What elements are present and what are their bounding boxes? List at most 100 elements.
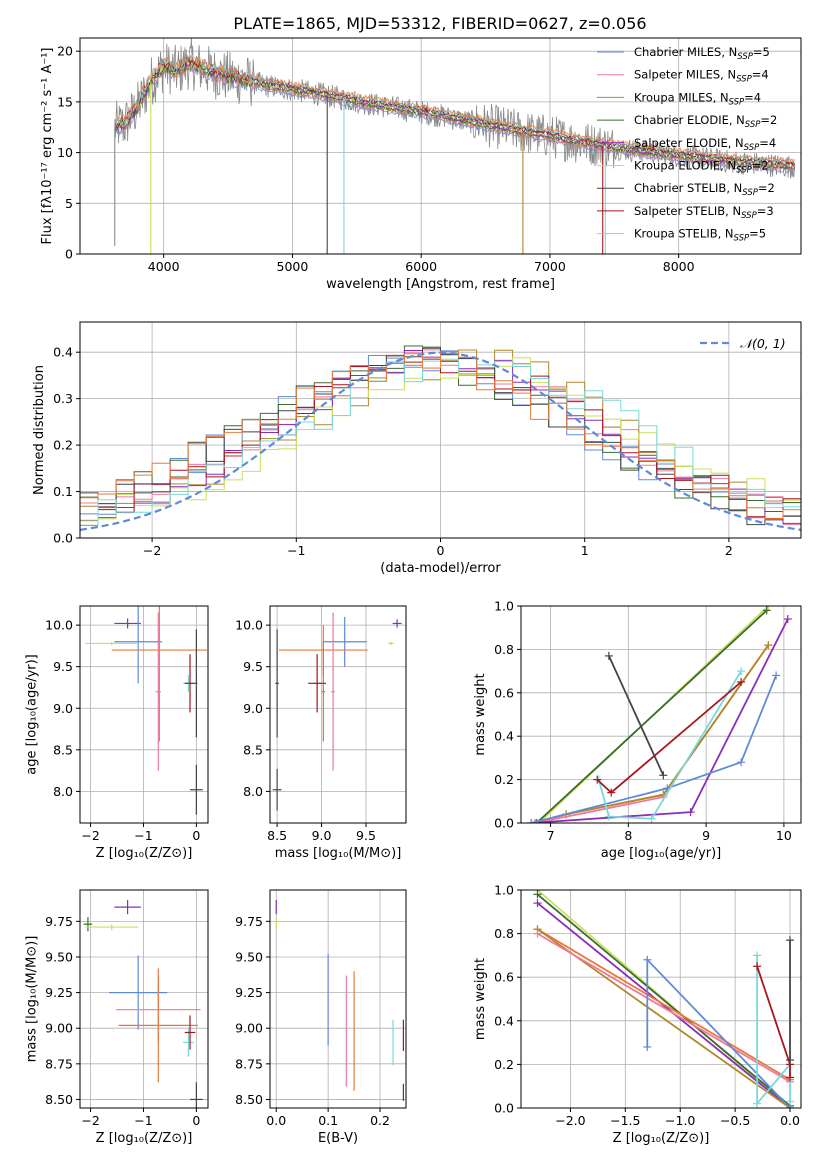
legend-subscript: SSP [729,97,745,107]
y-tick-label: 10 [57,145,73,160]
legend-subscript: SSP [742,188,758,198]
legend-subscript: SSP [745,120,761,130]
panel-age-vs-mass: 8.5 9.0 9.5 8.0 8.5 9.0 9.5 10.0 mass [log₁₀(M/M… [235,605,407,861]
errorbar-point [195,629,198,738]
plot-area [533,890,795,1108]
panel-spectrum: 4000 5000 6000 7000 8000 0 5 10 15 20 wavelength [… [40,37,802,292]
legend-text: Salpeter MILES, N [634,68,736,82]
legend-value: =5 [749,227,766,241]
plus-marker [607,788,616,797]
y-axis-label: mass weight [473,673,488,755]
legend-text: Kroupa MILES, N [634,90,729,104]
weight-line-chabrier_elodie [536,893,791,1107]
plus-marker [772,671,781,680]
y-tick-label: 8.75 [235,1056,263,1071]
x-tick-label: 7000 [534,259,566,274]
errorbar-point [322,616,367,667]
plus-marker [533,899,542,908]
x-tick-label: −1 [134,828,152,843]
x-tick-label: 9 [702,828,710,843]
x-tick-label: −2.0 [555,1113,585,1128]
y-tick-label: 9.25 [235,985,263,1000]
x-tick-label: 7 [547,828,555,843]
x-tick-label: 0.1 [318,1113,338,1128]
errorbar-point [114,618,141,629]
legend-label: Salpeter ELODIE, NSSP=4 [634,136,776,153]
y-tick-label: 9.75 [235,914,263,929]
y-tick-label: 9.0 [53,701,73,716]
x-tick-label: 1 [581,543,589,558]
grid [270,606,406,823]
y-tick-label: 9.00 [235,1021,263,1036]
y-tick-label: 5 [65,196,73,211]
axes-frame [520,889,802,1109]
panel-weight-vs-z: −2.0 −1.5 −1.0 −0.5 0.0 0.0 0.2 0.4 0.6 0.8 1.0 Z [… [473,883,802,1146]
x-tick-label: 0 [437,543,445,558]
weight-line-kroupa_stelib [597,670,742,820]
weight-line-salpeter_miles [534,796,664,823]
legend-text: Salpeter ELODIE, N [634,136,744,150]
plus-marker [533,929,542,938]
plus-marker [686,808,695,817]
legend-label: Kroupa STELIB, NSSP=5 [634,227,766,244]
weight-line-kroupa_miles [534,644,770,823]
y-tick-label: 15 [57,94,73,109]
legend-subscript: SSP [736,75,752,85]
histogram-orange [80,351,801,519]
errorbar-point [184,654,196,713]
y-axis-label: Normed distribution [32,365,47,495]
x-tick-label: 9.5 [356,828,376,843]
legend-text: Chabrier MILES, N [634,45,737,59]
y-tick-label: 0.8 [494,642,514,657]
errorbar-point [272,768,282,811]
plus-marker [786,1056,795,1065]
y-tick-label: 9.50 [235,949,263,964]
errorbar-point [85,641,139,646]
x-axis-label: Z [log₁₀(Z/Z⊙)] [96,846,193,861]
weight-line-salpeter_stelib [756,966,791,1078]
legend-value: =2 [760,113,777,127]
weight-line-salpeter_miles [537,932,791,1083]
legend-subscript: SSP [744,143,760,153]
weight-line-kroupa_stelib [756,955,791,1107]
normal-curve [80,351,801,531]
errorbar-point [331,612,335,771]
model-spectrum-orange [114,54,795,164]
errorbar-point [190,1082,203,1108]
y-tick-label: 0.0 [494,1101,514,1116]
x-tick-label: 0.0 [266,1113,286,1128]
grid [80,606,208,823]
errorbar-point [275,629,279,738]
y-tick-label: 0.2 [53,438,73,453]
y-axis-label: Flux [fλ10⁻¹⁷ erg cm⁻² s⁻¹ A⁻¹] [40,47,55,244]
y-tick-label: 0.2 [494,1057,514,1072]
x-tick-label: 8000 [663,259,695,274]
errorbar-point [321,641,326,742]
x-tick-label: 6000 [405,259,437,274]
x-tick-label: 8.5 [267,828,287,843]
legend-subscript: SSP [736,166,752,176]
y-tick-label: 0.4 [53,345,73,360]
y-tick-label: 0 [65,247,73,262]
y-tick-label: 8.50 [45,1092,73,1107]
x-tick-label: −1 [287,543,305,558]
legend-text: Chabrier ELODIE, N [634,113,745,127]
legend-label: Kroupa ELODIE, NSSP=2 [634,159,769,176]
axes-frame [269,889,407,1109]
plot-area [272,612,402,811]
panel-residuals: −2 −1 0 1 2 0.0 0.1 0.2 0.3 0.4 (data-model)/error… [32,321,802,576]
y-tick-label: 8.0 [53,784,73,799]
plot-area [114,38,795,254]
x-tick-label: 0.2 [370,1113,390,1128]
legend-label: Chabrier ELODIE, NSSP=2 [634,113,777,130]
x-tick-label: −1.0 [665,1113,695,1128]
x-tick-label: 4000 [148,259,180,274]
grid [270,890,406,1108]
x-axis-label: (data-model)/error [380,561,501,576]
y-axis-label: mass [log₁₀(M/M⊙)] [25,936,40,1063]
y-tick-label: 9.25 [45,985,73,1000]
panel-mass-vs-ebv: 0.0 0.1 0.2 8.50 8.75 9.00 9.25 9.50 9.75 E(B-V) [235,889,407,1146]
legend-value: =4 [752,68,769,82]
legend-value: =2 [752,159,769,173]
